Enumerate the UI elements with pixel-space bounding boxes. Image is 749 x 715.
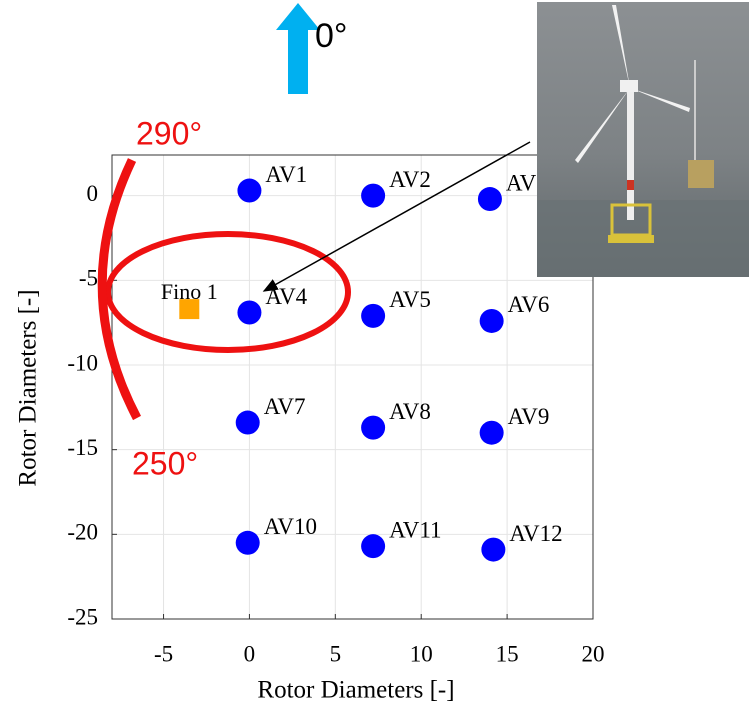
sector-upper-label: 290° (136, 115, 202, 151)
turbine-marker (361, 416, 385, 440)
plot-background (112, 155, 593, 619)
turbine-label: AV9 (508, 404, 550, 429)
turbine-label: AV4 (265, 284, 307, 309)
turbine-marker (237, 179, 261, 203)
turbine-marker (480, 421, 504, 445)
turbine-marker (361, 534, 385, 558)
sector-lower-label: 250° (132, 445, 198, 481)
north-label: 0° (315, 17, 348, 55)
x-tick-label: 0 (244, 641, 256, 666)
y-tick-label: -20 (67, 520, 98, 545)
y-tick-label: -10 (67, 350, 98, 375)
turbine-label: AV11 (389, 517, 441, 542)
turbine-label: AV7 (264, 394, 306, 419)
x-tick-label: 5 (330, 641, 342, 666)
turbine-marker (481, 538, 505, 562)
turbine-label: AV10 (264, 514, 317, 539)
turbine-marker (361, 184, 385, 208)
y-tick-label: 0 (87, 181, 99, 206)
north-arrow (276, 3, 320, 94)
x-tick-label: 20 (582, 641, 605, 666)
y-axis-label: Rotor Diameters [-] (15, 289, 42, 486)
turbine-marker (361, 304, 385, 328)
page: {"chart_data": {"type": "scatter", "xlab… (0, 0, 749, 715)
turbine-photo (537, 2, 749, 277)
station-label: Fino 1 (161, 279, 218, 304)
turbine-label: AV12 (509, 521, 562, 546)
chart: -5051015200-5-10-15-20-25Fino 1AV1AV2AV3… (0, 0, 749, 715)
y-tick-label: -5 (79, 266, 98, 291)
turbine-label: AV8 (389, 399, 431, 424)
turbine-label: AV2 (389, 167, 431, 192)
turbine-marker (478, 187, 502, 211)
turbine-label: AV6 (508, 292, 550, 317)
x-tick-label: -5 (154, 641, 173, 666)
turbine-label: AV1 (265, 162, 307, 187)
x-tick-label: 15 (496, 641, 519, 666)
turbine-label: AV5 (389, 287, 431, 312)
y-tick-label: -25 (67, 604, 98, 629)
x-axis-label: Rotor Diameters [-] (257, 677, 454, 704)
turbine-marker (480, 309, 504, 333)
turbine-marker (236, 411, 260, 435)
y-tick-label: -15 (67, 435, 98, 460)
turbine-marker (236, 531, 260, 555)
x-tick-label: 10 (410, 641, 433, 666)
turbine-marker (237, 300, 261, 324)
